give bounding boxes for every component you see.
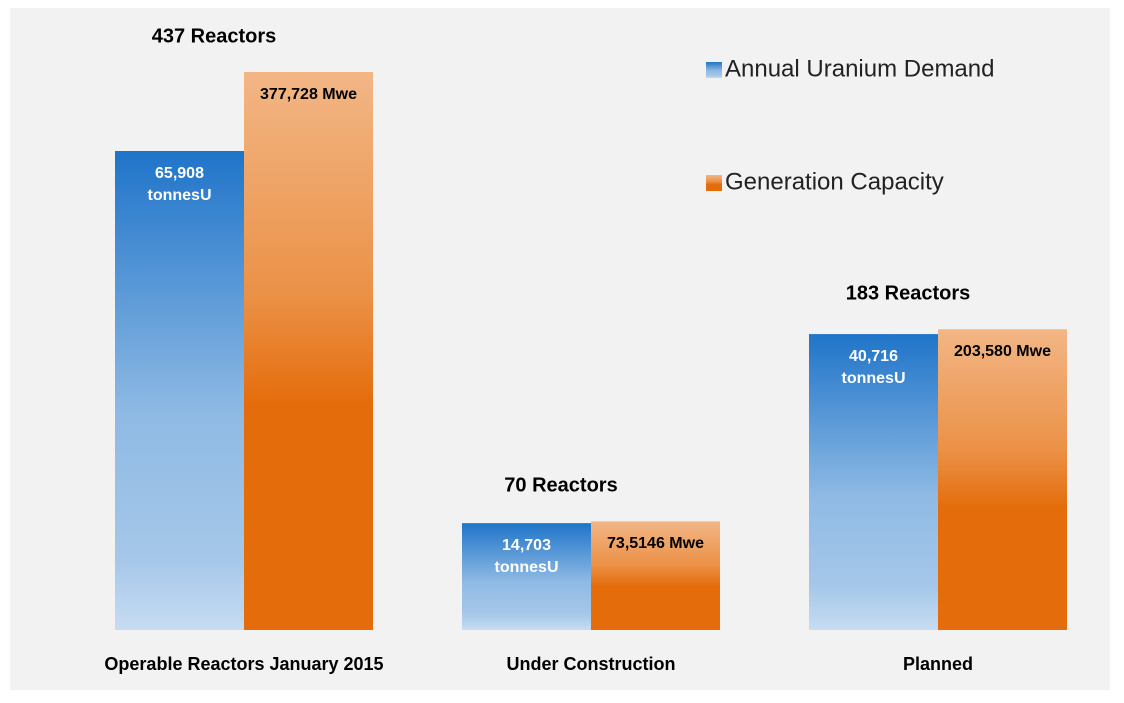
value-label-box: 65,908 tonnesU xyxy=(147,165,212,204)
annotation: 437 Reactors xyxy=(152,25,277,47)
x-tick-label: Under Construction xyxy=(507,654,676,674)
value-label: 73,5146 Mwe xyxy=(607,535,704,553)
value-label: 65,908 tonnesU xyxy=(147,165,212,204)
value-label: 14,703 tonnesU xyxy=(494,537,559,577)
bar xyxy=(462,523,591,630)
bar xyxy=(809,334,938,630)
legend-swatch xyxy=(706,62,722,78)
value-label: 377,728 Mwe xyxy=(260,86,357,103)
bar xyxy=(244,72,373,630)
value-label-box: 14,703 tonnesU xyxy=(494,537,559,577)
bar xyxy=(938,329,1067,630)
legend-swatch xyxy=(706,175,722,191)
value-label: 40,716 tonnesU xyxy=(841,348,906,388)
legend-label: Annual Uranium Demand xyxy=(725,55,994,82)
value-label-box: 73,5146 Mwe xyxy=(607,535,704,553)
x-tick-label: Operable Reactors January 2015 xyxy=(104,654,383,674)
value-label-box: 40,716 tonnesU xyxy=(841,348,906,388)
legend-label: Generation Capacity xyxy=(725,168,944,195)
value-label-box: 203,580 Mwe xyxy=(954,343,1051,361)
value-label: 203,580 Mwe xyxy=(954,343,1051,361)
annotation: 183 Reactors xyxy=(846,283,971,305)
x-tick-label: Planned xyxy=(903,654,973,674)
annotation: 70 Reactors xyxy=(504,475,617,497)
bar xyxy=(591,521,720,630)
value-label-box: 377,728 Mwe xyxy=(260,86,357,103)
bar xyxy=(115,151,244,630)
